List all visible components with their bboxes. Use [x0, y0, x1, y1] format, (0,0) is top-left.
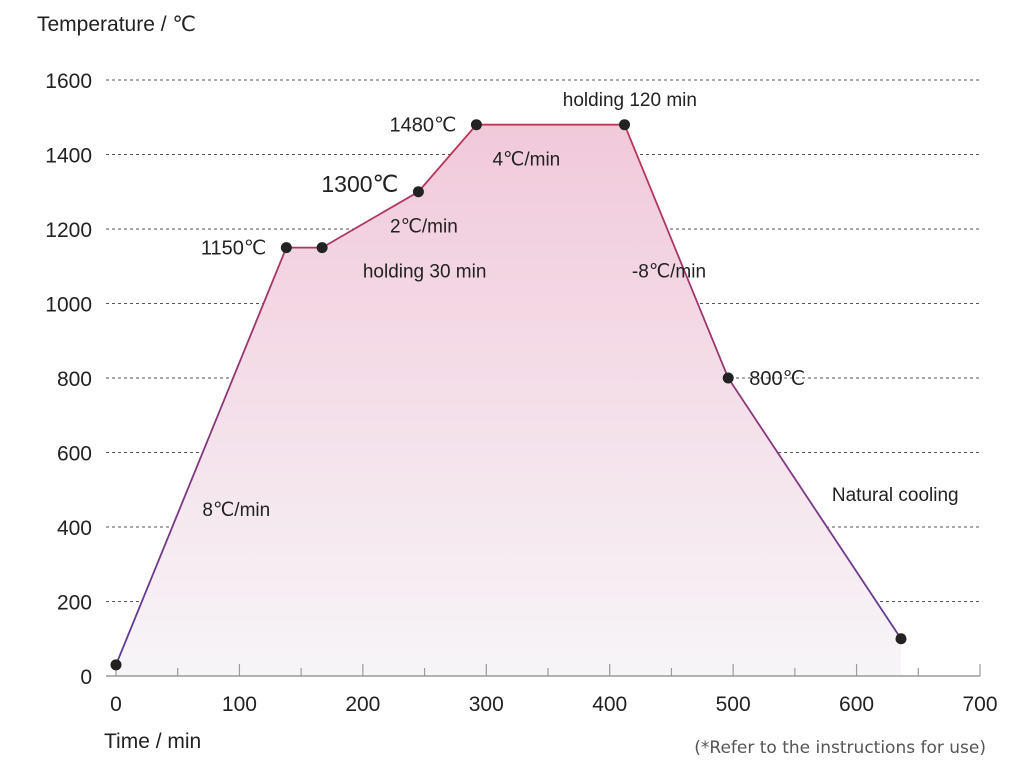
- point-label: 1480℃: [389, 115, 456, 137]
- data-point: [722, 372, 734, 384]
- y-tick-label: 1600: [45, 70, 92, 93]
- segment-annotation: 8℃/min: [202, 500, 270, 521]
- y-tick-label: 1400: [45, 145, 92, 168]
- x-tick-label: 500: [716, 693, 751, 716]
- data-point: [110, 659, 122, 671]
- y-axis-title: Temperature / ℃: [37, 13, 196, 36]
- data-point: [412, 186, 424, 198]
- x-tick-label: 600: [839, 693, 874, 716]
- segment-annotation: -8℃/min: [632, 261, 706, 282]
- segment-annotation: holding 30 min: [363, 261, 487, 282]
- y-tick-label: 0: [80, 666, 92, 689]
- x-tick-label: 300: [469, 693, 504, 716]
- y-tick-label: 400: [57, 517, 92, 540]
- data-point: [470, 119, 482, 131]
- y-tick-label: 1200: [45, 219, 92, 242]
- x-tick-label: 200: [345, 693, 380, 716]
- y-tick-label: 1000: [45, 294, 92, 317]
- x-tick-label: 100: [222, 693, 257, 716]
- footnote: (*Refer to the instructions for use): [694, 738, 986, 758]
- x-tick-label: 700: [962, 693, 997, 716]
- data-point: [619, 119, 631, 131]
- x-tick-label: 400: [592, 693, 627, 716]
- series-line: [115, 123, 902, 666]
- segment-annotation: Natural cooling: [832, 485, 959, 506]
- area-fill: [116, 124, 902, 676]
- segment-annotation: 4℃/min: [492, 150, 560, 171]
- point-label: 800℃: [749, 368, 805, 390]
- data-point: [895, 633, 907, 645]
- y-tick-label: 600: [57, 443, 92, 466]
- point-label: 1150℃: [201, 238, 266, 260]
- x-tick-label: 0: [110, 693, 122, 716]
- x-axis-title: Time / min: [104, 730, 202, 753]
- segment-annotation: holding 120 min: [563, 90, 697, 111]
- data-point: [316, 242, 328, 254]
- data-point: [280, 242, 292, 254]
- point-label: 1300℃: [321, 171, 398, 197]
- y-tick-label: 800: [57, 368, 92, 391]
- y-tick-label: 200: [57, 592, 92, 615]
- segment-annotation: 2℃/min: [390, 217, 458, 238]
